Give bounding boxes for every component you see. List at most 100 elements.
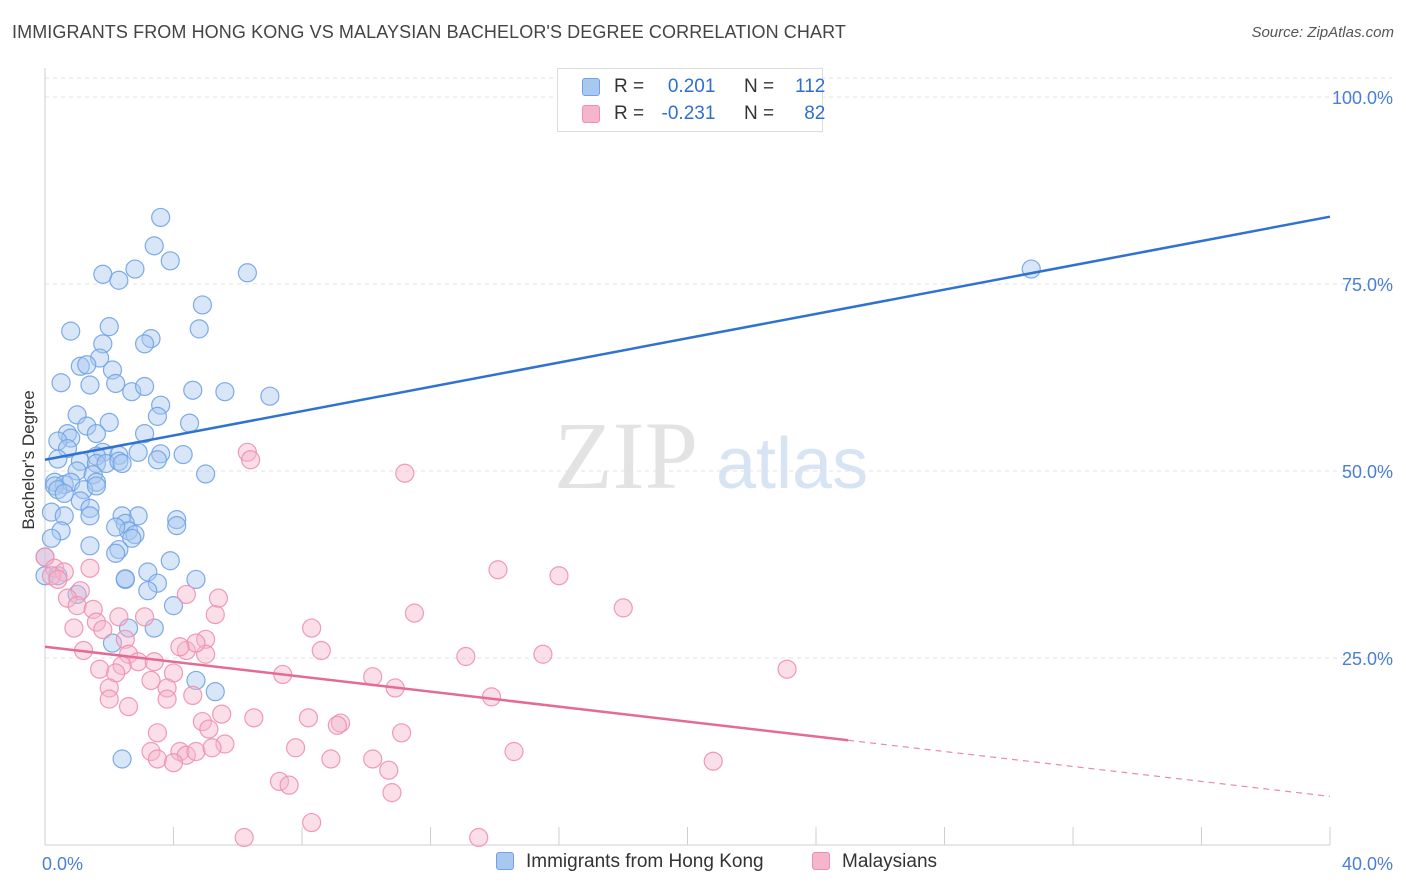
- hong-kong-point-99: [112, 749, 132, 769]
- hong-kong-point-65: [41, 502, 62, 522]
- hong-kong-point-3: [93, 264, 113, 284]
- watermark-atlas: atlas: [716, 424, 868, 504]
- hong-kong-point-47: [109, 451, 129, 471]
- malaysian-point-53: [311, 640, 331, 661]
- malaysian-point-41: [395, 463, 415, 483]
- hong-kong-point-45: [86, 453, 107, 474]
- malaysian-point-4: [48, 569, 68, 590]
- hong-kong-point-60: [54, 483, 74, 504]
- hong-kong-point-12: [99, 317, 119, 337]
- malaysian-point-57: [330, 713, 351, 733]
- hong-kong-point-41: [151, 444, 171, 464]
- hong-kong-point-63: [70, 491, 90, 511]
- hong-kong-point-25: [260, 386, 280, 406]
- malaysian-point-34: [186, 633, 206, 653]
- malaysian-point-26: [141, 670, 161, 691]
- hong-kong-point-69: [54, 506, 74, 526]
- hong-kong-point-51: [67, 461, 87, 481]
- hong-kong-point-93: [163, 596, 184, 616]
- hong-kong-point-82: [160, 551, 180, 571]
- malaysian-point-7: [57, 588, 78, 608]
- y-tick-label-100: 100.0%: [1332, 88, 1393, 108]
- malaysian-point-47: [533, 644, 553, 664]
- series-legend-hong-kong: Immigrants from Hong Kong: [496, 851, 764, 873]
- y-axis-label: Bachelor's Degree: [19, 390, 38, 529]
- malaysian-point-35: [205, 605, 225, 625]
- hong-kong-point-76: [125, 524, 145, 545]
- malaysian-point-38: [170, 637, 190, 657]
- hong-kong-point-74: [106, 517, 126, 537]
- hong-kong-point-79: [80, 536, 100, 556]
- trend-lines: [44, 215, 1331, 797]
- hong-kong-point-33: [86, 424, 107, 444]
- r-label: R =: [614, 76, 645, 97]
- malaysian-point-73: [147, 749, 168, 769]
- malaysian-point-32: [183, 685, 203, 706]
- malaysian-point-54: [212, 704, 232, 724]
- malaysian-point-67: [186, 741, 206, 762]
- hong-kong-point-39: [128, 442, 148, 462]
- hong-kong-point-96: [102, 633, 123, 653]
- hong-kong-point-21: [106, 373, 126, 394]
- y-tick-label-50: 50.0%: [1342, 462, 1393, 482]
- series-swatch-hong-kong: [496, 852, 514, 870]
- hong-kong-trend-line: [44, 215, 1331, 462]
- malaysian-point-13: [64, 618, 84, 638]
- legend-text-malaysians: R = -0.231 N = 82: [614, 102, 825, 126]
- hong-kong-point-97: [186, 670, 206, 691]
- hong-kong-point-64: [80, 498, 100, 518]
- malaysian-point-71: [363, 749, 383, 769]
- malaysian-point-55: [244, 708, 264, 728]
- x-tick-label-min: 0.0%: [42, 854, 83, 874]
- malaysian-point-74: [163, 753, 184, 773]
- malaysian-point-44: [549, 566, 569, 586]
- n-value: 82: [804, 103, 826, 124]
- malaysian-point-29: [99, 689, 119, 709]
- malaysian-point-42: [404, 603, 425, 623]
- malaysian-point-8: [67, 596, 87, 616]
- hong-kong-point-49: [173, 444, 193, 465]
- hong-kong-point-75: [51, 521, 71, 541]
- tick-labels: 25.0% 50.0% 75.0% 100.0% 0.0% 40.0% Bachelor's…: [19, 88, 1393, 874]
- hong-kong-point-6: [237, 263, 257, 283]
- malaysian-point-27: [99, 678, 119, 698]
- hong-kong-point-19: [122, 382, 142, 402]
- hong-kong-point-11: [61, 321, 81, 341]
- hong-kong-point-29: [147, 406, 168, 426]
- malaysian-trend-line: [44, 645, 849, 742]
- hong-kong-point-18: [51, 373, 71, 393]
- correlation-legend: R = 0.201 N = 112 R = -0.231 N = 82: [557, 68, 825, 132]
- malaysian-point-40: [241, 450, 261, 470]
- hong-kong-point-81: [106, 543, 126, 563]
- axes: [44, 68, 1331, 846]
- grid: [45, 77, 1392, 659]
- malaysian-point-80: [234, 827, 254, 848]
- watermark: ZIP atlas: [554, 402, 868, 509]
- malaysian-point-63: [215, 734, 235, 754]
- malaysian-point-72: [504, 741, 524, 762]
- malaysian-point-28: [157, 678, 177, 698]
- malaysian-point-83: [703, 751, 723, 771]
- malaysian-point-82: [777, 659, 797, 679]
- hong-kong-point-98: [205, 682, 225, 702]
- n-label: N =: [743, 76, 775, 97]
- y-tick-label-25: 25.0%: [1342, 649, 1393, 669]
- hong-kong-point-5: [109, 270, 129, 290]
- hong-kong-point-8: [134, 334, 155, 354]
- malaysian-point-76: [269, 771, 290, 792]
- hong-kong-point-0: [151, 207, 171, 228]
- hong-kong-point-13: [93, 334, 113, 354]
- hong-kong-point-24: [215, 382, 235, 402]
- r-value: -0.231: [661, 103, 716, 124]
- malaysian-point-58: [327, 715, 347, 735]
- hong-kong-point-34: [134, 424, 155, 444]
- hong-kong-point-4: [125, 259, 145, 279]
- hong-kong-point-92: [67, 584, 87, 605]
- malaysian-point-78: [382, 783, 402, 803]
- r-value: 0.201: [667, 76, 716, 97]
- malaysian-point-20: [128, 652, 148, 672]
- hong-kong-point-80: [109, 539, 129, 560]
- malaysian-point-75: [379, 760, 399, 780]
- r-label: R =: [614, 103, 645, 124]
- hong-kong-point-53: [196, 464, 216, 484]
